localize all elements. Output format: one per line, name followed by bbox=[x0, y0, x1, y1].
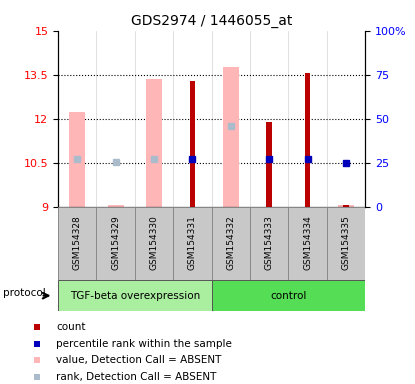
Bar bbox=[266, 122, 272, 207]
Text: value, Detection Call = ABSENT: value, Detection Call = ABSENT bbox=[56, 356, 222, 366]
Bar bbox=[327, 207, 365, 280]
Bar bbox=[69, 112, 85, 207]
Bar bbox=[173, 207, 212, 280]
Text: GSM154330: GSM154330 bbox=[149, 215, 159, 270]
Text: rank, Detection Call = ABSENT: rank, Detection Call = ABSENT bbox=[56, 372, 217, 382]
Text: GSM154332: GSM154332 bbox=[226, 215, 235, 270]
Bar bbox=[58, 280, 212, 311]
Bar bbox=[338, 205, 354, 207]
Text: GSM154328: GSM154328 bbox=[73, 215, 82, 270]
Bar bbox=[223, 67, 239, 207]
Bar bbox=[305, 73, 310, 207]
Text: GSM154329: GSM154329 bbox=[111, 215, 120, 270]
Bar bbox=[96, 207, 135, 280]
Bar bbox=[107, 205, 124, 207]
Bar bbox=[343, 205, 349, 207]
Bar bbox=[135, 207, 173, 280]
Bar bbox=[146, 79, 162, 207]
Text: TGF-beta overexpression: TGF-beta overexpression bbox=[70, 291, 200, 301]
Bar bbox=[288, 207, 327, 280]
Text: GSM154331: GSM154331 bbox=[188, 215, 197, 270]
Title: GDS2974 / 1446055_at: GDS2974 / 1446055_at bbox=[131, 14, 292, 28]
Text: protocol: protocol bbox=[3, 288, 46, 298]
Text: GSM154334: GSM154334 bbox=[303, 215, 312, 270]
Text: percentile rank within the sample: percentile rank within the sample bbox=[56, 339, 232, 349]
Bar bbox=[190, 81, 195, 207]
Text: control: control bbox=[270, 291, 307, 301]
Bar bbox=[212, 280, 365, 311]
Text: GSM154333: GSM154333 bbox=[265, 215, 274, 270]
Bar bbox=[212, 207, 250, 280]
Text: GSM154335: GSM154335 bbox=[342, 215, 351, 270]
Bar bbox=[58, 207, 96, 280]
Text: count: count bbox=[56, 322, 86, 332]
Bar bbox=[250, 207, 288, 280]
